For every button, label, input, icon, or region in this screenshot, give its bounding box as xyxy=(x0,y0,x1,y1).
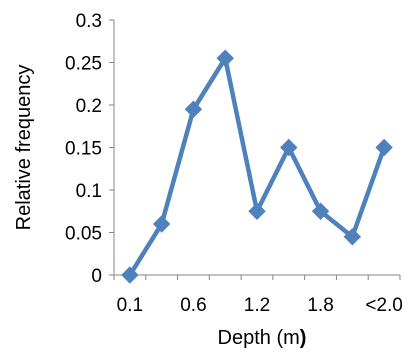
data-point xyxy=(216,49,234,67)
x-axis-title-paren: ) xyxy=(300,327,307,349)
y-tick-label: 0.1 xyxy=(76,181,102,202)
x-tick-label: 0.6 xyxy=(180,295,206,316)
y-tick-label: 0.15 xyxy=(65,139,102,160)
x-tick-label: <2.0 xyxy=(365,295,403,316)
y-tick-label: 0.05 xyxy=(65,224,102,245)
data-point xyxy=(311,202,330,220)
axes xyxy=(109,19,401,280)
y-tick-label: 0.25 xyxy=(65,54,102,75)
x-tick-label: 0.1 xyxy=(117,295,143,316)
series-layer xyxy=(121,49,393,284)
x-tick-labels: 0.1 0.6 1.2 1.8 <2.0 xyxy=(117,295,403,316)
data-point xyxy=(184,100,203,118)
x-tick-marks xyxy=(113,275,401,280)
y-tick-label: 0.3 xyxy=(76,11,102,32)
data-point xyxy=(375,138,393,157)
x-tick-label: 1.8 xyxy=(307,295,333,316)
x-axis-title: Depth (m) xyxy=(218,327,307,349)
x-tick-label: 1.2 xyxy=(244,295,270,316)
x-axis-title-main: Depth (m xyxy=(218,327,300,349)
data-point xyxy=(121,266,139,284)
data-point xyxy=(343,228,362,246)
data-point xyxy=(248,202,266,220)
series-line xyxy=(127,56,387,277)
y-tick-label: 0 xyxy=(91,266,102,287)
y-tick-label: 0.2 xyxy=(76,96,102,117)
y-tick-labels: 0 0.05 0.1 0.15 0.2 0.25 0.3 xyxy=(65,11,102,287)
data-point xyxy=(152,215,171,233)
y-tick-marks xyxy=(109,19,114,276)
data-point xyxy=(280,138,298,157)
y-axis-title: Relative frequency xyxy=(13,65,35,231)
